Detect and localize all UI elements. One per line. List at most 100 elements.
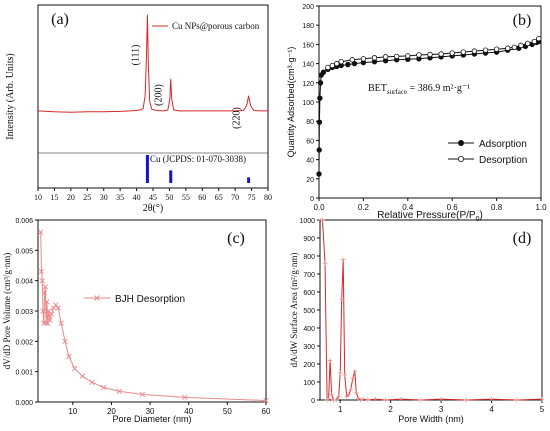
panel-b-point <box>334 60 340 67</box>
panel-a-x-tick-label: 75 <box>248 193 256 202</box>
panel-b-point <box>493 46 500 52</box>
panel-c-ylabel: dV/dD Pore Volume (cm³/g·nm) <box>2 253 12 370</box>
panel-a-x-tick-label: 35 <box>116 193 124 202</box>
panel-c-y-tick-label: 0.003 <box>15 309 33 316</box>
panel-b-x-tick-label: 0.4 <box>402 203 414 212</box>
panel-b-point <box>316 171 322 177</box>
panel-c-point <box>39 277 45 284</box>
panel-b-y-tick-label: 160 <box>302 42 314 49</box>
panel-c-point <box>58 320 64 326</box>
panel-c-bjh-line <box>40 232 267 401</box>
panel-b-annotation: BETsurface = 386.9 m²·g⁻¹ <box>368 83 470 96</box>
panel-b-point <box>394 53 400 60</box>
panel-b-ylabel: Quantity Adsorbed(cm³·g⁻¹) <box>286 47 296 158</box>
panel-d-point <box>320 217 325 223</box>
panel-d-point <box>489 396 494 402</box>
panel-d-point <box>350 376 355 381</box>
panel-b-point <box>536 35 542 42</box>
panel-b-point <box>482 47 489 53</box>
panel-a-x-tick-label: 55 <box>182 193 190 202</box>
panel-b-point <box>338 58 344 65</box>
panel-d-y-tick-label: 700 <box>303 272 315 279</box>
panel-c-x-tick-label: 30 <box>146 407 155 416</box>
panel-b-point <box>351 60 358 67</box>
panel-b-point <box>345 61 351 68</box>
panel-c-y-tick-label: 0.002 <box>15 339 33 346</box>
panel-c-xlabel: Pore Diameter (nm) <box>112 414 191 424</box>
panel-d-x-tick-label: 2 <box>388 405 393 414</box>
panel-a-x-tick-label: 80 <box>264 193 272 202</box>
panel-d-point <box>365 397 371 403</box>
panel-b-y-tick-label: 120 <box>302 81 314 88</box>
panel-d-point <box>342 372 347 377</box>
panel-d-y-tick-label: 1000 <box>299 218 315 225</box>
panel-d-point <box>341 257 346 262</box>
panel-c-point <box>38 268 45 275</box>
panel-d-point <box>346 392 351 397</box>
panel-b-point <box>416 52 422 58</box>
panel-c-point <box>62 338 68 345</box>
panel-b-point <box>531 38 538 45</box>
panel-c-point <box>100 384 107 391</box>
panel-a-ylabel: Intensity (Arb. Units) <box>5 53 16 139</box>
panel-c-x-tick-label: 40 <box>184 407 193 416</box>
panel-a-x-tick-label: 30 <box>100 193 108 202</box>
panel-a-legend-text: Cu NPs@porous carbon <box>172 21 260 31</box>
panel-d-point <box>398 396 403 402</box>
panel-d-point <box>373 396 378 402</box>
panel-c-point <box>47 317 53 323</box>
panel-b-point <box>405 53 411 59</box>
panel-b-xlabel: Relative Pressure(P/P0) <box>377 210 483 223</box>
panel-d-point <box>514 397 519 403</box>
panel-b-point <box>320 69 327 75</box>
panel-a-x-tick-label: 20 <box>67 193 75 202</box>
panel-d-y-tick-label: 200 <box>303 362 315 369</box>
panel-b-point <box>316 147 322 153</box>
panel-d-y-tick-label: 400 <box>303 326 315 333</box>
panel-b-point <box>329 62 336 69</box>
panel-c-point <box>43 320 49 326</box>
panel-d-x-tick-label: 1 <box>338 405 343 414</box>
panel-d-x-tick-label: 5 <box>540 405 545 414</box>
panel-a-x-tick-label: 15 <box>50 193 58 202</box>
panel-d-area-line <box>321 219 543 401</box>
panel-c-point <box>116 388 122 395</box>
panel-d-point <box>337 370 343 376</box>
panel-b-point <box>325 64 331 71</box>
panel-c-y-tick-label: 0.001 <box>15 370 33 377</box>
panel-b-x-tick-label: 0.2 <box>358 203 370 212</box>
panel-c-x-tick-label: 10 <box>68 407 77 416</box>
panel-b-x-tick-label: 0.8 <box>491 203 503 212</box>
panel-d-y-tick-label: 0 <box>311 398 315 405</box>
panel-c-point <box>42 284 49 290</box>
panel-b-legend-text: Desorption <box>479 155 527 166</box>
panel-a-peak-label: (220) <box>232 107 243 129</box>
panel-a-reference-bar <box>247 177 251 183</box>
panel-c-point <box>50 305 57 311</box>
panel-b-y-tick-label: 0 <box>310 196 314 203</box>
panel-d-point <box>333 397 339 403</box>
panel-d-point <box>464 397 469 403</box>
panel-d-point <box>322 261 328 266</box>
panel-b-point <box>316 119 323 125</box>
panel-b-y-tick-label: 100 <box>302 100 314 107</box>
panel-d-point <box>438 396 444 402</box>
panel-d-point <box>336 394 341 399</box>
panel-d-y-tick-label: 500 <box>303 308 315 315</box>
panel-b-x-tick-label: 0.6 <box>447 203 459 212</box>
panel-d-point <box>348 387 353 392</box>
panel-a-peak-label: (111) <box>130 45 141 66</box>
panel-d-point <box>358 397 363 403</box>
panel-c-legend-text: BJH Desorption <box>115 294 185 305</box>
panel-b-point <box>460 49 466 55</box>
panel-b-point <box>449 50 455 56</box>
panel-d-frame <box>319 219 543 401</box>
panel-c-point <box>44 299 50 305</box>
panel-d-y-tick-label: 300 <box>303 344 315 351</box>
panel-d-x-tick-label: 4 <box>489 405 494 414</box>
panel-b-point <box>518 42 524 49</box>
panel-d-point <box>418 397 424 403</box>
panel-b-y-tick-label: 80 <box>306 119 314 126</box>
panel-d-point <box>539 396 545 402</box>
